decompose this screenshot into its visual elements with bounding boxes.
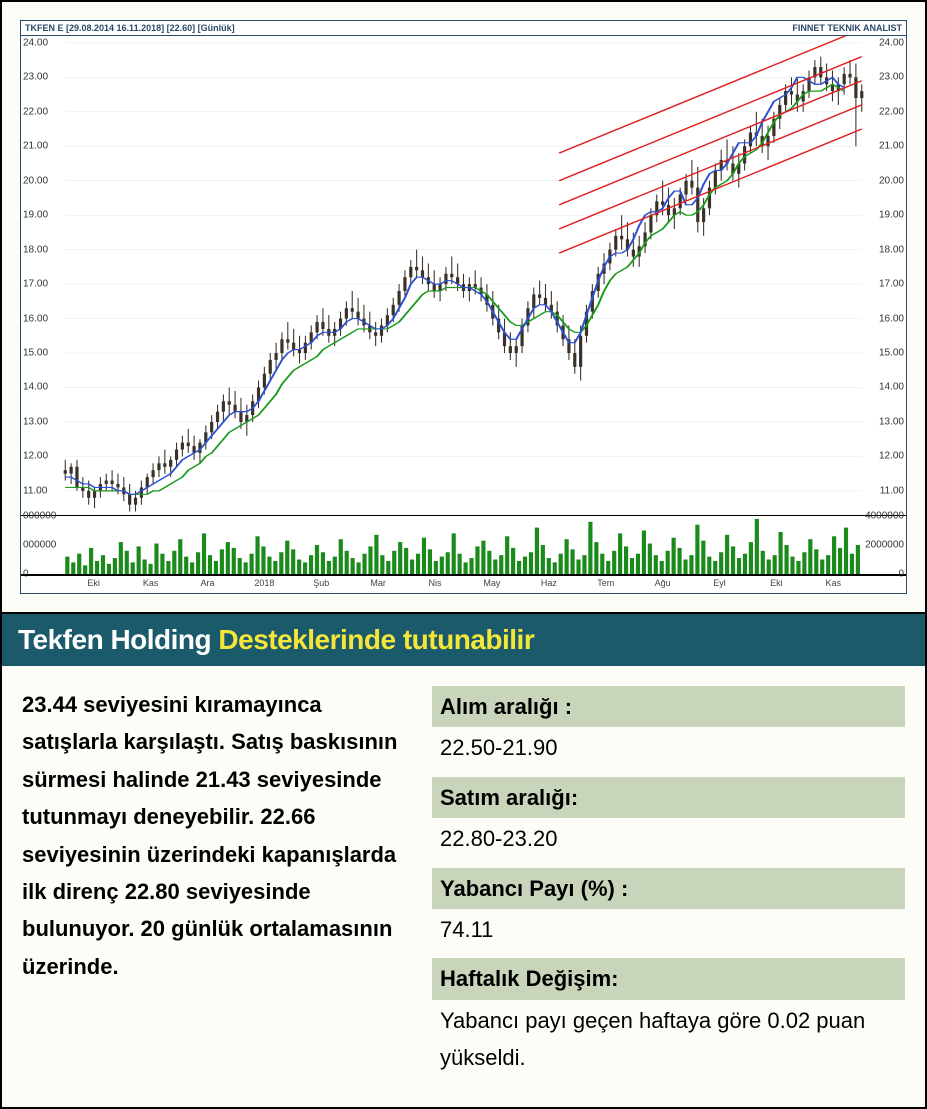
foreign-share-value: 74.11	[432, 909, 905, 958]
y-tick-left: 17.00	[23, 279, 48, 290]
y-tick-right: 12.00	[879, 451, 904, 462]
y-tick-left: 20.00	[23, 175, 48, 186]
chart-ticker-info: TKFEN E [29.08.2014 16.11.2018] [22.60] …	[25, 23, 235, 33]
x-tick: Ara	[200, 578, 214, 588]
x-tick: Nis	[429, 578, 442, 588]
y-tick-right: 20.00	[879, 175, 904, 186]
title-company: Tekfen Holding	[18, 624, 218, 655]
y-tick-right: 18.00	[879, 244, 904, 255]
x-tick: Eyl	[713, 578, 726, 588]
y-tick-left: 11.00	[23, 485, 47, 496]
buy-range-label: Alım aralığı :	[432, 686, 905, 727]
info-column: Alım aralığı : 22.50-21.90 Satım aralığı…	[432, 686, 905, 1087]
title-bar: Tekfen Holding Desteklerinde tutunabilir	[2, 614, 925, 666]
vol-tick-right: 4000000	[865, 511, 904, 522]
x-tick: Tem	[597, 578, 614, 588]
y-tick-left: 12.00	[23, 451, 48, 462]
y-tick-right: 16.00	[879, 313, 904, 324]
y-tick-left: 23.00	[23, 72, 48, 83]
y-tick-left: 18.00	[23, 244, 48, 255]
vol-tick-left: 000000	[23, 540, 56, 551]
chart-panel: TKFEN E [29.08.2014 16.11.2018] [22.60] …	[2, 2, 925, 614]
vol-tick-right: 2000000	[865, 540, 904, 551]
y-tick-right: 11.00	[880, 485, 904, 496]
y-tick-left: 22.00	[23, 106, 48, 117]
x-tick: Haz	[541, 578, 557, 588]
y-tick-left: 15.00	[23, 348, 48, 359]
y-tick-right: 23.00	[879, 72, 904, 83]
y-tick-right: 21.00	[879, 141, 904, 152]
y-tick-left: 14.00	[23, 382, 48, 393]
y-tick-left: 16.00	[23, 313, 48, 324]
y-tick-left: 19.00	[23, 210, 48, 221]
sell-range-value: 22.80-23.20	[432, 818, 905, 867]
y-tick-right: 14.00	[879, 382, 904, 393]
weekly-change-value: Yabancı payı geçen haftaya göre 0.02 pua…	[432, 1000, 905, 1087]
x-axis: Eki Kas Ara 2018 Şub Mar Nis May Haz Tem Ağu Eyl Eki…	[21, 575, 906, 593]
price-chart-svg	[21, 36, 906, 515]
buy-range-value: 22.50-21.90	[432, 727, 905, 776]
x-tick: Mar	[370, 578, 386, 588]
x-tick: Eki	[87, 578, 100, 588]
x-tick: Eki	[770, 578, 783, 588]
x-tick: Kas	[826, 578, 842, 588]
vol-tick-left: 000000	[23, 511, 56, 522]
y-tick-right: 22.00	[879, 106, 904, 117]
price-chart-area: 24.00 23.00 22.00 21.00 20.00 19.00 18.00 17.00…	[21, 35, 906, 515]
report-card: TKFEN E [29.08.2014 16.11.2018] [22.60] …	[0, 0, 927, 1109]
chart-box: TKFEN E [29.08.2014 16.11.2018] [22.60] …	[20, 20, 907, 594]
x-tick: Şub	[313, 578, 329, 588]
sell-range-label: Satım aralığı:	[432, 777, 905, 818]
x-tick: Ağu	[655, 578, 671, 588]
y-tick-right: 15.00	[879, 348, 904, 359]
content-area: 23.44 seviyesini kıramayınca satışlarla …	[2, 666, 925, 1107]
foreign-share-label: Yabancı Payı (%) :	[432, 868, 905, 909]
x-tick: May	[483, 578, 500, 588]
x-tick: 2018	[254, 578, 274, 588]
chart-provider: FINNET TEKNIK ANALIST	[792, 23, 902, 33]
volume-chart-area: 0000000000000 400000020000000	[21, 515, 906, 575]
y-tick-right: 17.00	[879, 279, 904, 290]
y-tick-left: 24.00	[23, 37, 48, 48]
volume-chart-svg	[21, 516, 906, 574]
y-tick-right: 24.00	[879, 37, 904, 48]
y-tick-right: 13.00	[879, 416, 904, 427]
y-tick-left: 13.00	[23, 416, 48, 427]
y-tick-right: 19.00	[879, 210, 904, 221]
analysis-text: 23.44 seviyesini kıramayınca satışlarla …	[22, 686, 402, 1087]
y-tick-left: 21.00	[23, 141, 48, 152]
chart-header: TKFEN E [29.08.2014 16.11.2018] [22.60] …	[21, 21, 906, 35]
x-tick: Kas	[143, 578, 159, 588]
weekly-change-label: Haftalık Değişim:	[432, 958, 905, 999]
title-headline: Desteklerinde tutunabilir	[218, 624, 534, 655]
